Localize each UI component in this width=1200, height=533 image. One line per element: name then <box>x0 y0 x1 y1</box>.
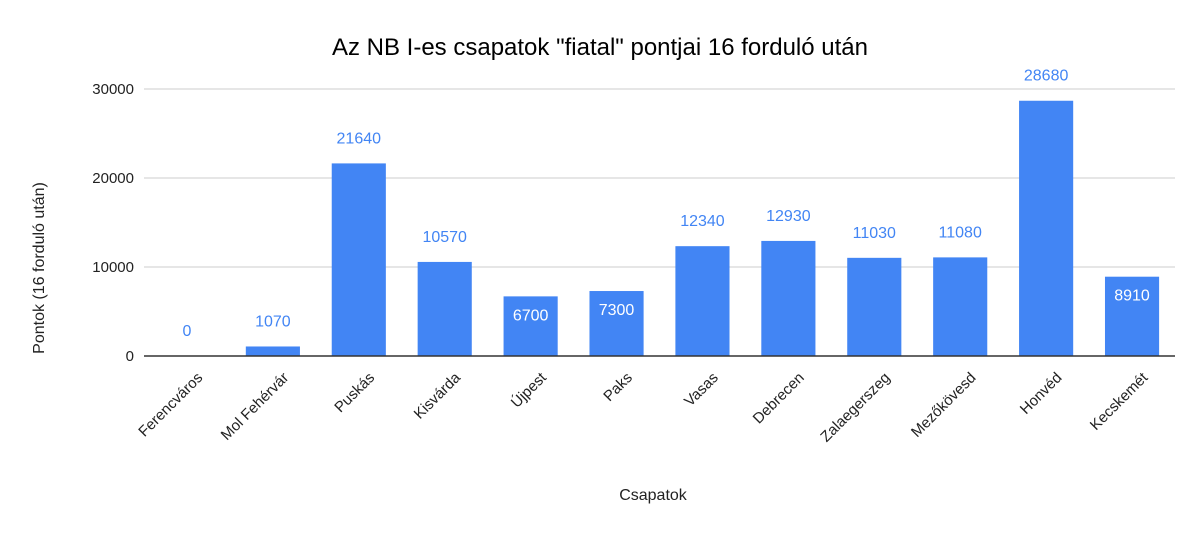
y-axis-ticks: 0 10000 20000 30000 <box>92 81 134 365</box>
x-tick-label: Puskás <box>331 369 378 416</box>
bar <box>933 257 988 356</box>
x-axis-categories: Ferencváros Mol Fehérvár Puskás Kisvárda Újp… <box>135 369 1152 446</box>
bar <box>417 261 472 356</box>
data-label: 12340 <box>680 213 725 230</box>
data-label: 12930 <box>766 208 811 225</box>
data-label: 28680 <box>1024 68 1069 85</box>
y-tick-label: 10000 <box>92 259 134 276</box>
data-label: 10570 <box>422 229 467 246</box>
data-label: 11080 <box>939 224 982 241</box>
x-tick-label: Mol Fehérvár <box>218 369 293 444</box>
x-tick-label: Vasas <box>681 369 722 410</box>
x-tick-label: Mezőkövesd <box>908 369 980 441</box>
y-tick-label: 0 <box>126 348 134 365</box>
x-tick-label: Honvéd <box>1017 369 1066 418</box>
y-tick-label: 30000 <box>92 81 134 98</box>
bars <box>245 100 1160 356</box>
data-label: 0 <box>183 323 192 340</box>
x-tick-label: Ferencváros <box>135 369 206 440</box>
data-label: 11030 <box>853 225 896 242</box>
bar <box>847 257 902 356</box>
x-tick-label: Kecskemét <box>1087 369 1152 434</box>
bar <box>1019 100 1074 356</box>
bar <box>503 296 558 356</box>
data-label: 7300 <box>599 302 635 319</box>
x-tick-label: Debrecen <box>750 369 808 427</box>
y-axis-title: Pontok (16 forduló után) <box>31 182 48 354</box>
bar <box>675 246 730 356</box>
x-tick-label: Paks <box>600 369 636 405</box>
gridlines <box>144 88 1175 268</box>
x-tick-label: Újpest <box>508 369 551 412</box>
bar <box>761 240 816 356</box>
x-tick-label: Kisvárda <box>411 369 465 423</box>
bar <box>589 291 644 356</box>
data-labels: 0 1070 21640 10570 6700 7300 12340 12930 11030 11… <box>183 68 1150 340</box>
x-axis-title: Csapatok <box>619 487 688 504</box>
y-tick-label: 20000 <box>92 170 134 187</box>
bar <box>1104 276 1160 356</box>
bar <box>245 346 300 356</box>
chart-title: Az NB I-es csapatok "fiatal" pontjai 16 … <box>332 34 868 61</box>
data-label: 8910 <box>1114 288 1150 305</box>
bar <box>331 163 386 356</box>
data-label: 6700 <box>513 307 549 324</box>
x-tick-label: Zalaegerszeg <box>817 369 893 445</box>
data-label: 21640 <box>337 130 382 147</box>
data-label: 1070 <box>255 313 291 330</box>
